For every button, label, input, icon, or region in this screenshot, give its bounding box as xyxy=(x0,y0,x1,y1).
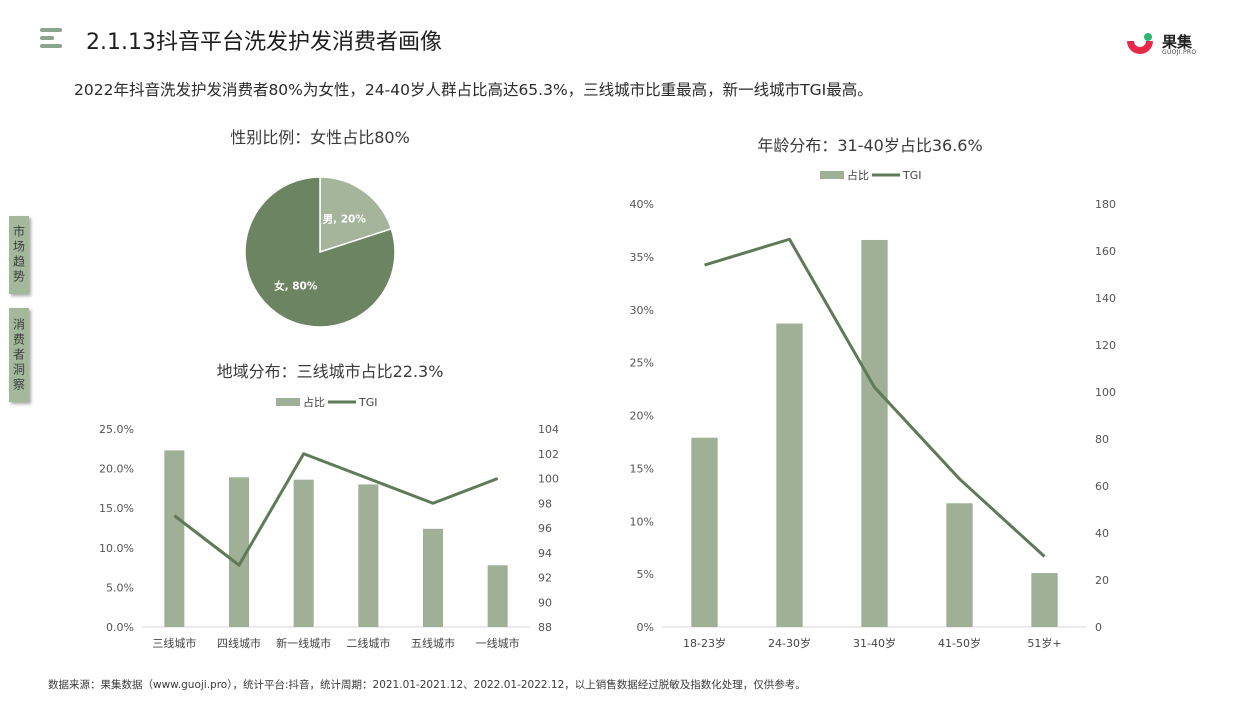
legend-label-tgi: TGI xyxy=(902,169,922,182)
y2-axis-tick-label: 60 xyxy=(1095,480,1109,493)
y2-axis-tick-label: 100 xyxy=(1095,386,1116,399)
y-axis-tick-label: 30% xyxy=(630,304,654,317)
tab-market-trends[interactable]: 市场趋势 xyxy=(9,216,29,294)
y-axis-tick-label: 10% xyxy=(630,515,654,528)
y-axis-tick-label: 10.0% xyxy=(99,542,134,555)
bar-share xyxy=(691,437,718,627)
y-axis-tick-label: 20.0% xyxy=(99,463,134,476)
x-axis-tick-label: 51岁+ xyxy=(1027,636,1061,650)
y-axis-tick-label: 20% xyxy=(630,410,654,423)
x-axis-tick-label: 新一线城市 xyxy=(276,636,331,650)
logo-icon xyxy=(1127,33,1153,54)
y2-axis-tick-label: 90 xyxy=(538,596,552,609)
x-axis-tick-label: 18-23岁 xyxy=(683,636,726,650)
y2-axis-tick-label: 96 xyxy=(538,522,552,535)
gender-pie-chart: 男, 20% 女, 80% xyxy=(244,176,396,328)
y2-axis-tick-label: 88 xyxy=(538,621,552,634)
brand-logo: 果集 GUOJI.PRO xyxy=(1124,32,1196,58)
y2-axis-tick-label: 102 xyxy=(538,448,559,461)
y2-axis-tick-label: 92 xyxy=(538,572,552,585)
pie-slice-male xyxy=(319,176,393,254)
y-axis-tick-label: 25% xyxy=(630,357,654,370)
bar-share xyxy=(1031,573,1058,627)
legend-swatch-share xyxy=(820,171,844,179)
summary-text: 2022年抖音洗发护发消费者80%为女性，24-40岁人群占比高达65.3%，三… xyxy=(74,81,873,99)
y2-axis-tick-label: 160 xyxy=(1095,245,1116,258)
page-title: 2.1.13抖音平台洗发护发消费者画像 xyxy=(86,30,442,55)
bar-share xyxy=(946,503,973,627)
x-axis-tick-label: 四线城市 xyxy=(217,636,261,650)
bar-share xyxy=(422,528,444,627)
x-axis-tick-label: 二线城市 xyxy=(346,636,390,650)
y-axis-tick-label: 5.0% xyxy=(106,581,134,594)
bar-share xyxy=(861,239,888,627)
legend-swatch-share xyxy=(276,398,300,406)
x-axis-tick-label: 31-40岁 xyxy=(853,636,896,650)
logo-subtext: GUOJI.PRO xyxy=(1162,48,1197,56)
y-axis-tick-label: 35% xyxy=(630,251,654,264)
y-axis-tick-label: 25.0% xyxy=(99,423,134,436)
y2-axis-tick-label: 98 xyxy=(538,497,552,510)
y2-axis-tick-label: 180 xyxy=(1095,198,1116,211)
y2-axis-tick-label: 104 xyxy=(538,423,559,436)
y-axis-tick-label: 0.0% xyxy=(106,621,134,634)
x-axis-tick-label: 三线城市 xyxy=(152,636,196,650)
y-axis-tick-label: 0% xyxy=(637,621,654,634)
menu-icon[interactable] xyxy=(40,28,62,52)
region-distribution-chart: 占比 TGI 0.0% 5.0% 10.0% 15.0% 20.0% 25.0% 88 90 92 9… xyxy=(99,395,559,650)
y2-axis-tick-label: 80 xyxy=(1095,433,1109,446)
y-axis-tick-label: 15.0% xyxy=(99,502,134,515)
region-chart-title: 地域分布：三线城市占比22.3% xyxy=(216,362,444,381)
age-distribution-chart: 占比 TGI 0% 5% 10% 15% 20% 25% 30% 35% 40% 0 20 40 60 80 1… xyxy=(630,168,1116,650)
x-axis-tick-label: 一线城市 xyxy=(476,636,520,650)
legend-label-share: 占比 xyxy=(303,395,325,409)
data-source-note: 数据来源：果集数据（www.guoji.pro），统计平台:抖音，统计周期：20… xyxy=(48,679,806,691)
bar-share xyxy=(776,323,803,627)
pie-slice-female xyxy=(244,176,396,328)
gender-chart-title: 性别比例：女性占比80% xyxy=(230,128,410,147)
line-tgi xyxy=(704,237,1046,558)
bar-share xyxy=(164,450,185,627)
y2-axis-tick-label: 120 xyxy=(1095,339,1116,352)
bar-share xyxy=(358,484,379,627)
y2-axis-tick-label: 20 xyxy=(1095,574,1109,587)
tab-consumer-insight[interactable]: 消费者洞察 xyxy=(9,308,29,402)
y-axis-tick-label: 5% xyxy=(637,568,654,581)
y2-axis-tick-label: 140 xyxy=(1095,292,1116,305)
y2-axis-tick-label: 0 xyxy=(1095,621,1102,634)
x-axis-tick-label: 24-30岁 xyxy=(768,636,811,650)
legend-label-tgi: TGI xyxy=(358,396,378,409)
bar-share xyxy=(487,565,508,627)
y2-axis-tick-label: 40 xyxy=(1095,527,1109,540)
y-axis-tick-label: 40% xyxy=(630,198,654,211)
line-tgi xyxy=(173,452,499,567)
y-axis-tick-label: 15% xyxy=(630,462,654,475)
bar-share xyxy=(228,477,250,627)
y2-axis-tick-label: 100 xyxy=(538,473,559,486)
logo-text: 果集 xyxy=(1162,32,1193,51)
bar-share xyxy=(293,479,314,627)
x-axis-tick-label: 41-50岁 xyxy=(938,636,981,650)
pie-data-label: 男, 20% xyxy=(323,214,367,226)
y2-axis-tick-label: 94 xyxy=(538,547,552,560)
pie-data-label: 女, 80% xyxy=(274,279,318,292)
age-chart-title: 年龄分布：31-40岁占比36.6% xyxy=(757,136,983,155)
x-axis-tick-label: 五线城市 xyxy=(411,636,455,650)
legend-label-share: 占比 xyxy=(847,168,869,182)
